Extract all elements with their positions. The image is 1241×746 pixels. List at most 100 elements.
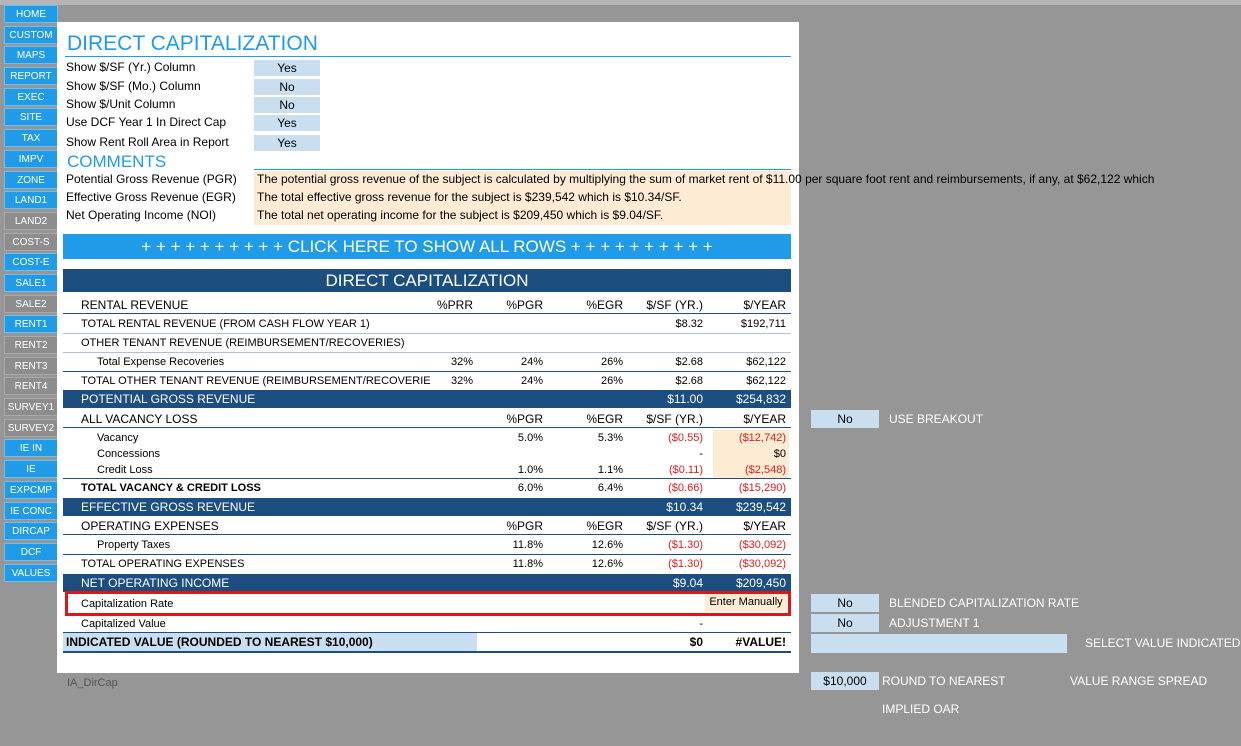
comment-text-noi: The total net operating income for the s… [257,208,664,222]
rental-revenue-label: RENTAL REVENUE [81,298,189,312]
select-value-indicated-input[interactable] [811,634,1067,653]
title-underline [65,56,791,57]
blended-cap-rate-label: BLENDED CAPITALIZATION RATE [889,596,1080,610]
round-to-nearest-label: ROUND TO NEAREST [882,674,1006,688]
nav-survey2[interactable]: SURVEY2 [4,418,58,437]
option-value-sf-mo[interactable]: No [254,79,320,95]
nav-rent4[interactable]: RENT4 [4,377,58,396]
cell-sf-yr: - [699,448,703,460]
option-label-sf-mo: Show $/SF (Mo.) Column [66,79,201,93]
round-to-nearest-input[interactable]: $10,000 [811,672,879,690]
show-all-rows-button[interactable]: + + + + + + + + + + CLICK HERE TO SHOW A… [63,234,791,259]
comments-underline [254,169,791,170]
row-label: OTHER TENANT REVENUE (REIMBURSEMENT/RECO… [81,337,405,349]
nav-land2[interactable]: LAND2 [4,211,58,230]
cell-year-input[interactable]: ($12,742) [713,430,789,446]
nav-sale2[interactable]: SALE2 [4,294,58,313]
row-label: NET OPERATING INCOME [81,576,230,590]
nav-tax[interactable]: TAX [4,129,58,148]
nav-home[interactable]: HOME [4,5,58,23]
row-label: TOTAL OPERATING EXPENSES [81,558,245,570]
indicated-value-sf: $0 [689,635,703,649]
comment-box-egr[interactable]: The total effective gross revenue for th… [254,189,791,207]
nav-ie-conc[interactable]: IE CONC [4,501,58,520]
cell-pgr: 24% [520,356,543,368]
total-other-revenue-row: TOTAL OTHER TENANT REVENUE (REIMBURSEMEN… [63,373,791,389]
nav-impv[interactable]: IMPV [4,149,58,168]
row-label: Capitalization Rate [81,598,174,610]
cell-egr: 12.6% [591,558,623,570]
col-header-egr: %EGR [586,412,623,426]
blended-cap-rate-toggle[interactable]: No [811,594,879,612]
nav-rent2[interactable]: RENT2 [4,336,58,354]
column-header-strip [0,0,1241,5]
col-header-year: $/YEAR [743,519,786,533]
comment-box-pgr[interactable]: The potential gross revenue of the subje… [254,171,1154,189]
nav-rent3[interactable]: RENT3 [4,356,58,375]
nav-custom[interactable]: CUSTOM [4,25,58,44]
nav-sale1[interactable]: SALE1 [4,273,58,292]
option-value-rent-roll[interactable]: Yes [254,135,320,151]
cell-sf-yr: ($1.30) [668,558,703,570]
comment-label-pgr: Potential Gross Revenue (PGR) [66,172,237,186]
cell-year: ($15,290) [738,482,786,494]
nav-ie[interactable]: IE [4,460,58,479]
cell-sf-yr: $9.04 [672,576,703,590]
nav-survey1[interactable]: SURVEY1 [4,398,58,417]
use-breakout-toggle[interactable]: No [811,410,879,428]
cell-pgr: 1.0% [517,464,543,476]
nav-report[interactable]: REPORT [4,67,58,86]
nav-zone[interactable]: ZONE [4,170,58,189]
cell-year-input[interactable]: ($2,548) [713,462,789,478]
cell-pgr: 24% [520,375,543,387]
col-header-sf-yr: $/SF (YR.) [646,519,703,533]
comment-box-noi[interactable]: The total net operating income for the s… [254,207,791,225]
nav-values[interactable]: VALUES [4,563,58,582]
row-divider [63,554,791,555]
row-label: Concessions [97,448,160,460]
col-header-egr: %EGR [586,519,623,533]
nav-ie-in[interactable]: IE IN [4,439,58,458]
adjustment-1-toggle[interactable]: No [811,614,879,632]
option-label-sf-yr: Show $/SF (Yr.) Column [66,60,196,74]
row-divider [63,632,791,633]
row-label: OPERATING EXPENSES [81,519,219,533]
option-value-dcf-year1[interactable]: Yes [254,115,320,131]
cell-sf-yr: $10.34 [666,500,703,514]
nav-cost-s[interactable]: COST-S [4,232,58,251]
nav-land1[interactable]: LAND1 [4,191,58,210]
col-header-pgr: %PGR [506,298,543,312]
credit-loss-row: Credit Loss 1.0% 1.1% ($0.11) ($2,548) [63,462,791,478]
cell-year-input[interactable]: $0 [713,446,789,462]
page-title: DIRECT CAPITALIZATION [67,32,318,55]
nav-site[interactable]: SITE [4,108,58,127]
cell-sf-yr: $2.68 [675,375,703,387]
nav-dcf[interactable]: DCF [4,542,58,561]
col-header-egr: %EGR [586,298,623,312]
nav-rent1[interactable]: RENT1 [4,315,58,334]
pgr-row: POTENTIAL GROSS REVENUE $11.00 $254,832 [63,390,791,408]
cell-egr: 6.4% [597,482,623,494]
vacancy-row: Vacancy 5.0% 5.3% ($0.55) ($12,742) [63,430,791,446]
nav-expcmp[interactable]: EXPCMP [4,480,58,499]
cell-egr: 1.1% [597,464,623,476]
row-divider [63,534,791,535]
nav-maps[interactable]: MAPS [4,46,58,65]
col-header-prr: %PRR [436,298,473,312]
cap-rate-input[interactable]: Enter Manually [705,594,787,611]
nav-dircap[interactable]: DIRCAP [4,522,58,541]
row-label: Credit Loss [97,464,153,476]
sheet-name: IA_DirCap [67,677,118,689]
option-value-sf-yr[interactable]: Yes [254,60,320,76]
row-label: Capitalized Value [81,618,166,630]
nav-exec[interactable]: EXEC [4,87,58,106]
nav-cost-e[interactable]: COST-E [4,253,58,272]
option-value-unit[interactable]: No [254,97,320,113]
noi-row: NET OPERATING INCOME $9.04 $209,450 [63,574,791,592]
col-header-sf-yr: $/SF (YR.) [646,298,703,312]
indicated-value-label: INDICATED VALUE (ROUNDED TO NEAREST $10,… [63,633,477,651]
row-label: TOTAL OTHER TENANT REVENUE (REIMBURSEMEN… [81,375,431,387]
cell-pgr: 11.8% [512,558,543,570]
cell-year: $62,122 [746,375,786,387]
cell-year: $209,450 [735,576,786,590]
